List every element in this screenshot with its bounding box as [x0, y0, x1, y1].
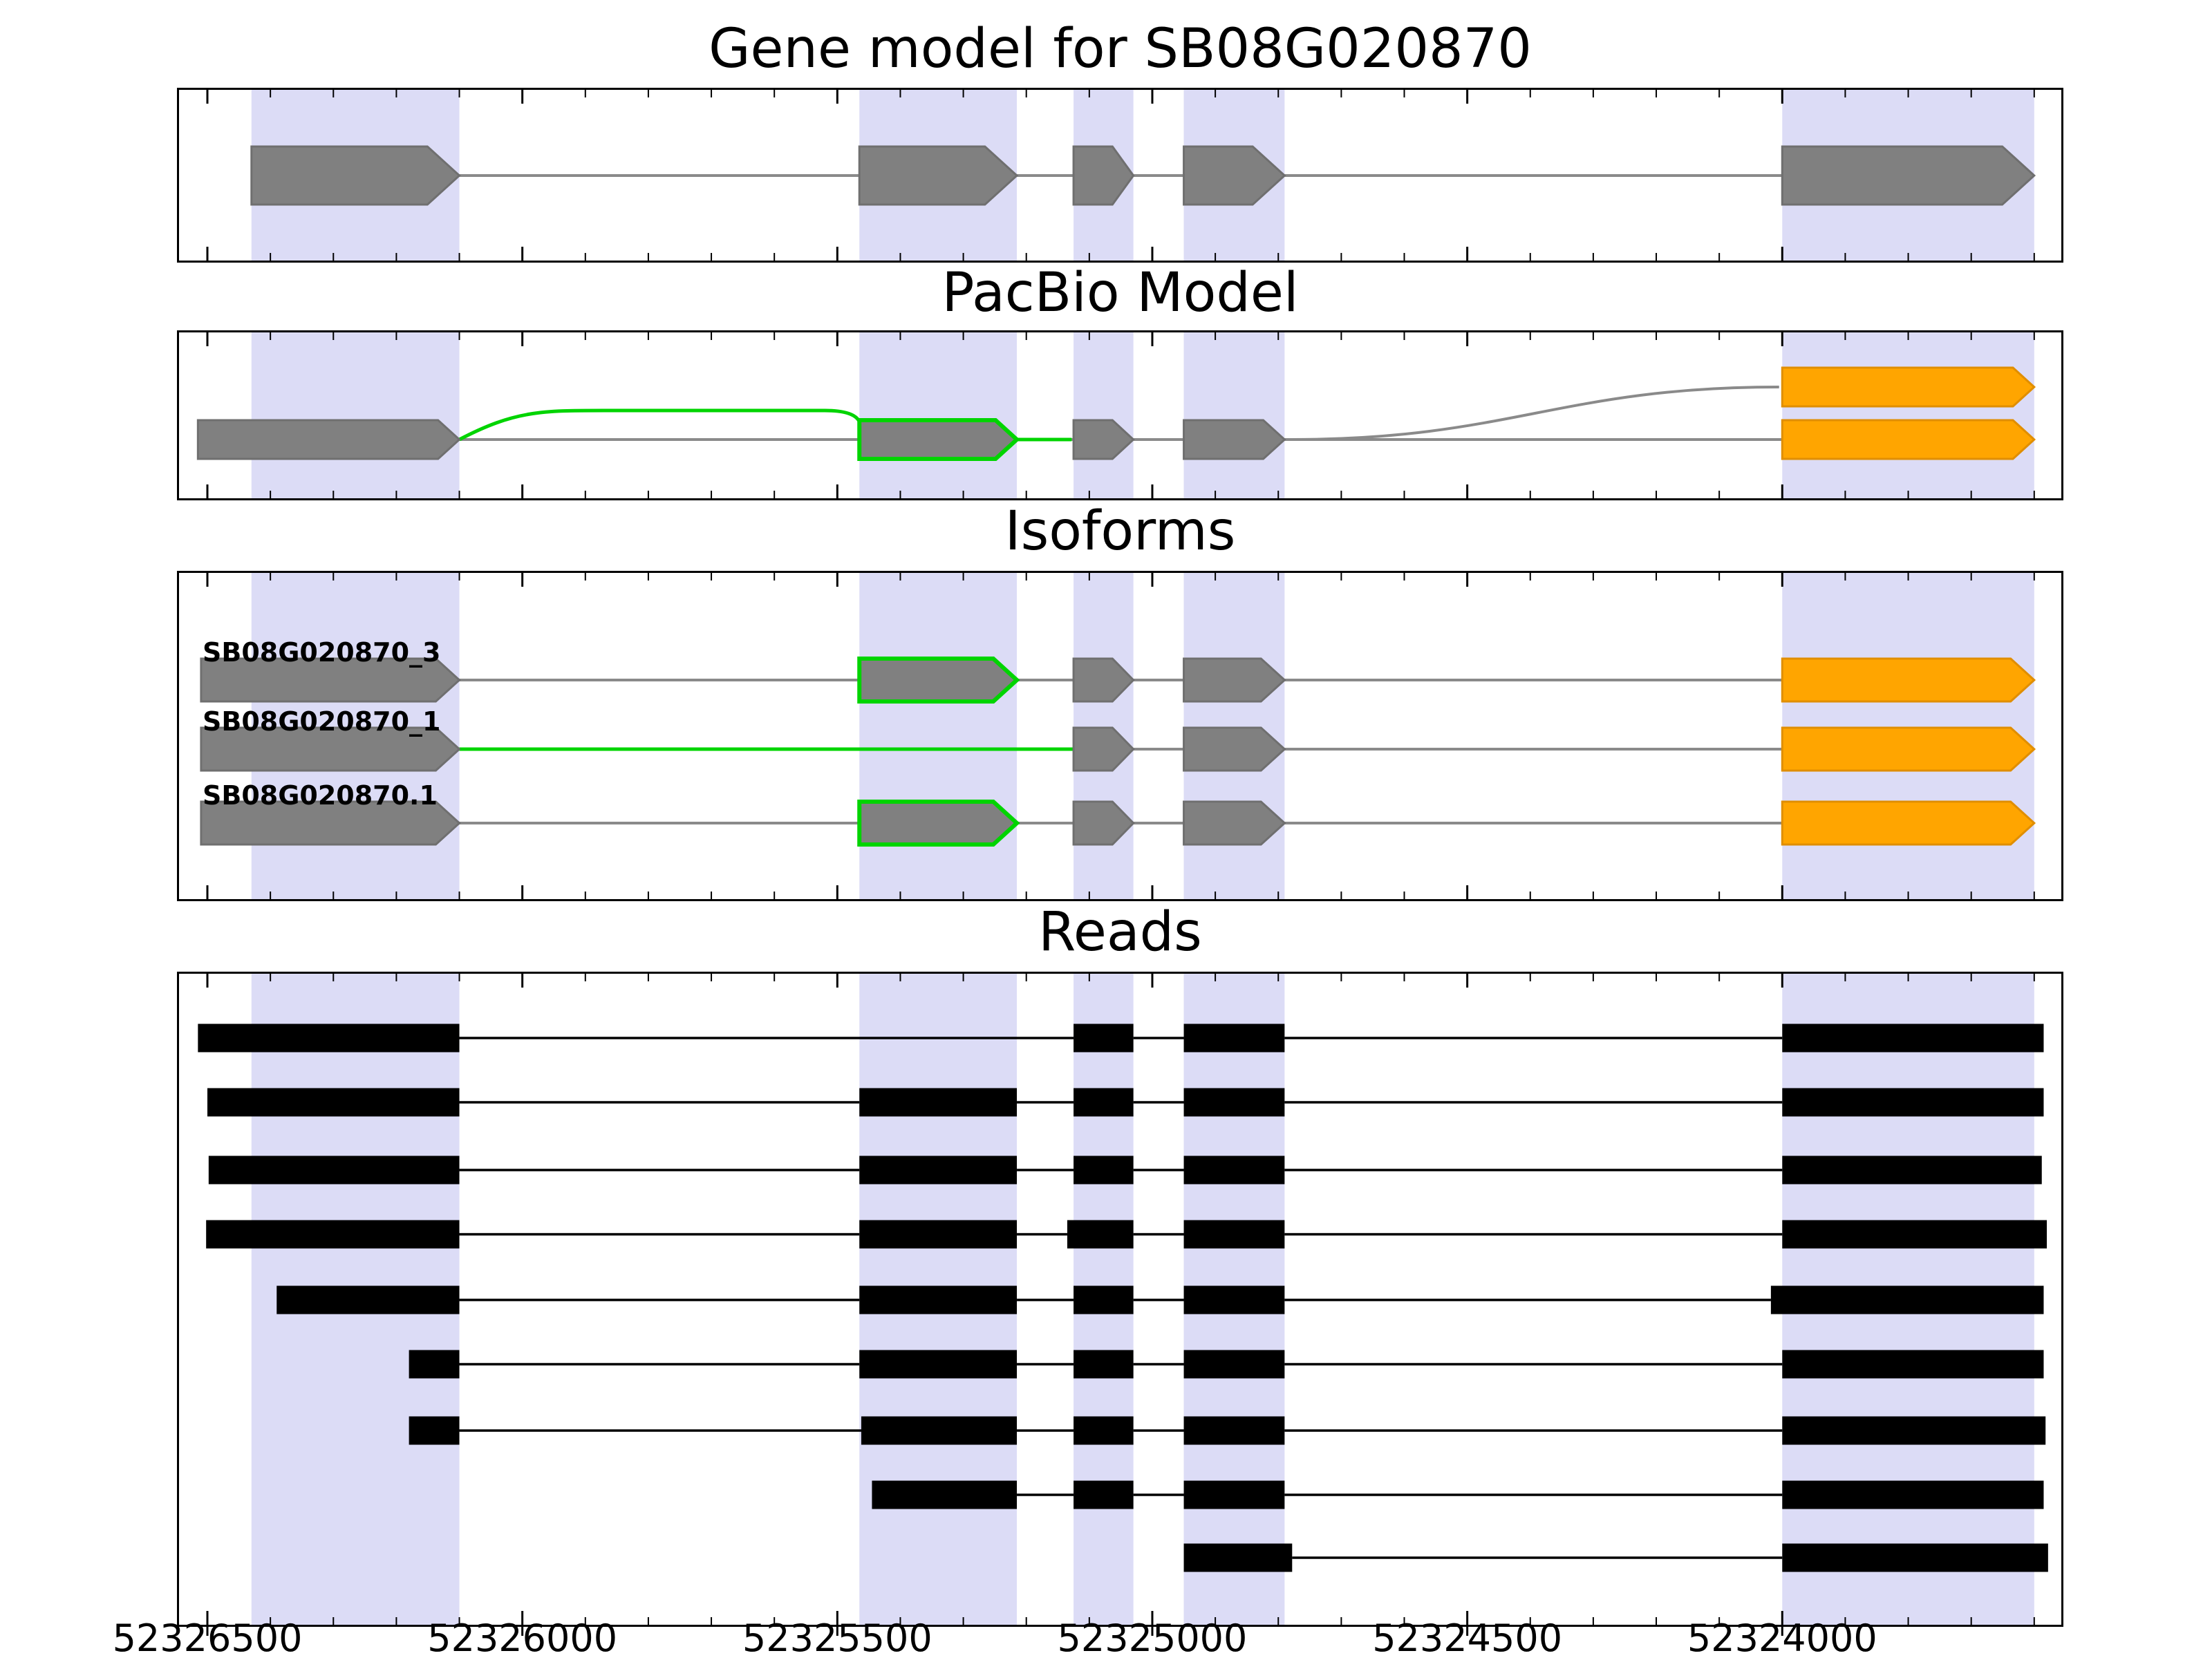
exon-orange [1781, 726, 2036, 772]
read-segment [1782, 1480, 2044, 1509]
exon [1183, 800, 1286, 846]
exon-highlight-band [859, 332, 1018, 498]
read-segment [1183, 1350, 1285, 1379]
read-segment [1067, 1220, 1134, 1249]
read-segment [1183, 1285, 1285, 1314]
read-segment [859, 1350, 1018, 1379]
read-segment [872, 1480, 1018, 1509]
panel-canvas [206, 90, 2036, 261]
read-segment [1782, 1088, 2044, 1117]
exon [200, 726, 461, 772]
read-segment [861, 1416, 1018, 1445]
exon [1183, 419, 1286, 460]
exon [1072, 145, 1135, 206]
exon [1183, 657, 1286, 703]
exon [250, 145, 461, 206]
exon [1072, 419, 1135, 460]
read-segment [859, 1088, 1018, 1117]
read-segment [206, 1220, 460, 1249]
read-segment [1183, 1480, 1285, 1509]
read-segment [208, 1156, 460, 1185]
exon [1183, 145, 1286, 206]
read-segment [1782, 1416, 2046, 1445]
exon [1183, 726, 1286, 772]
x-tick-label: 52326000 [427, 1616, 618, 1660]
panel-title-isoforms: Isoforms [1004, 500, 1236, 563]
exon [858, 145, 1019, 206]
exon-highlight-band [1183, 332, 1285, 498]
read-segment [1074, 1088, 1134, 1117]
read-segment [859, 1156, 1018, 1185]
read-segment [1074, 1350, 1134, 1379]
read-segment [859, 1285, 1018, 1314]
panel-title-reads: Reads [1038, 901, 1202, 963]
transcript-curve [1291, 386, 1779, 441]
reads-panel [177, 972, 2063, 1636]
panel-title-gene-model: Gene model for SB08G020870 [709, 18, 1532, 80]
read-segment [1782, 1543, 2048, 1572]
exon-orange [1781, 419, 2036, 460]
read-segment [1183, 1416, 1285, 1445]
read-segment [1183, 1024, 1285, 1053]
exon-highlight-band [1074, 332, 1134, 498]
read-segment [1782, 1024, 2044, 1053]
exon [1072, 657, 1135, 703]
exon-green-outline [857, 657, 1020, 704]
exon-highlight-band [859, 573, 1018, 899]
read-segment [207, 1088, 460, 1117]
read-segment [1770, 1285, 2044, 1314]
panel-canvas [198, 974, 2048, 1636]
exon-orange [1781, 657, 2036, 703]
x-tick-label: 52326500 [112, 1616, 303, 1660]
exon [1072, 726, 1135, 772]
read-segment [1782, 1156, 2042, 1185]
exon [1781, 145, 2036, 206]
exon-orange [1781, 800, 2036, 846]
exon [200, 800, 461, 846]
read-segment [276, 1285, 460, 1314]
pacbio-model-panel [177, 330, 2063, 500]
x-tick-label: 52324000 [1687, 1616, 1877, 1660]
read-segment [1183, 1543, 1293, 1572]
read-segment [1074, 1285, 1134, 1314]
isoform-label: SB08G020870.1 [203, 780, 438, 811]
x-tick-label: 52325500 [742, 1616, 932, 1660]
read-segment [1074, 1156, 1134, 1185]
x-tick-label: 52325000 [1057, 1616, 1248, 1660]
exon-orange [1781, 366, 2036, 408]
read-segment [1074, 1416, 1134, 1445]
exon-green-outline [857, 800, 1020, 847]
read-segment [409, 1416, 460, 1445]
read-segment [1074, 1024, 1134, 1053]
panel-title-pacbio: PacBio Model [941, 262, 1299, 324]
read-segment [1782, 1220, 2047, 1249]
read-segment [198, 1024, 460, 1053]
read-segment [859, 1220, 1018, 1249]
exon-highlight-band [251, 332, 460, 498]
exon-green-outline [857, 418, 1020, 461]
isoform-label: SB08G020870_1 [203, 706, 441, 737]
panel-canvas [196, 332, 2036, 498]
splice-hop-line [458, 408, 861, 442]
panel-canvas [200, 573, 2036, 899]
x-tick-label: 52324500 [1372, 1616, 1563, 1660]
exon [196, 419, 461, 460]
read-segment [1183, 1088, 1285, 1117]
read-segment [1183, 1156, 1285, 1185]
gene-model-panel [177, 88, 2063, 263]
read-segment [1782, 1350, 2044, 1379]
read-segment [409, 1350, 460, 1379]
read-segment [1183, 1220, 1285, 1249]
exon [1072, 800, 1135, 846]
read-segment [1074, 1480, 1134, 1509]
exon-highlight-band [1782, 332, 2034, 498]
exon [200, 657, 461, 703]
isoform-label: SB08G020870_3 [203, 637, 441, 668]
isoforms-panel: SB08G020870_3 SB08G020870_1 SB08G020870.1 [177, 571, 2063, 901]
